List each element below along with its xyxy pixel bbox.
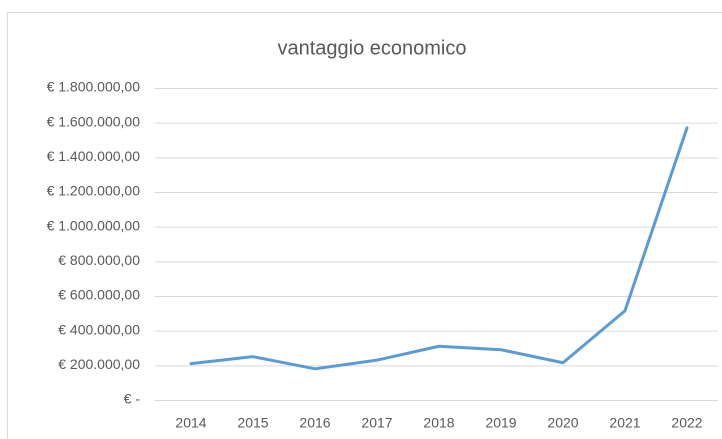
y-tick-label: € 1.200.000,00 bbox=[47, 183, 141, 199]
y-tick-label: € 1.600.000,00 bbox=[47, 113, 141, 129]
y-tick-label: € 1.000.000,00 bbox=[47, 217, 141, 233]
x-tick-label: 2021 bbox=[609, 415, 640, 431]
x-tick-label: 2019 bbox=[485, 415, 516, 431]
x-tick-label: 2014 bbox=[175, 415, 206, 431]
x-tick-label: 2022 bbox=[671, 415, 702, 431]
x-tick-label: 2018 bbox=[423, 415, 454, 431]
x-tick-label: 2016 bbox=[299, 415, 330, 431]
data-line bbox=[189, 126, 689, 371]
chart-frame bbox=[7, 12, 722, 439]
x-tick-label: 2020 bbox=[547, 415, 578, 431]
y-tick-label: € 1.400.000,00 bbox=[47, 148, 141, 164]
y-tick-label: € 800.000,00 bbox=[58, 252, 140, 268]
chart-title: vantaggio economico bbox=[277, 37, 466, 59]
y-tick-label: € 600.000,00 bbox=[58, 287, 140, 303]
y-tick-label: € 1.800.000,00 bbox=[47, 79, 141, 95]
x-tick-label: 2017 bbox=[361, 415, 392, 431]
y-tick-label: € - bbox=[124, 391, 141, 407]
y-tick-label: € 400.000,00 bbox=[58, 321, 140, 337]
x-tick-label: 2015 bbox=[237, 415, 268, 431]
y-tick-label: € 200.000,00 bbox=[58, 356, 140, 372]
